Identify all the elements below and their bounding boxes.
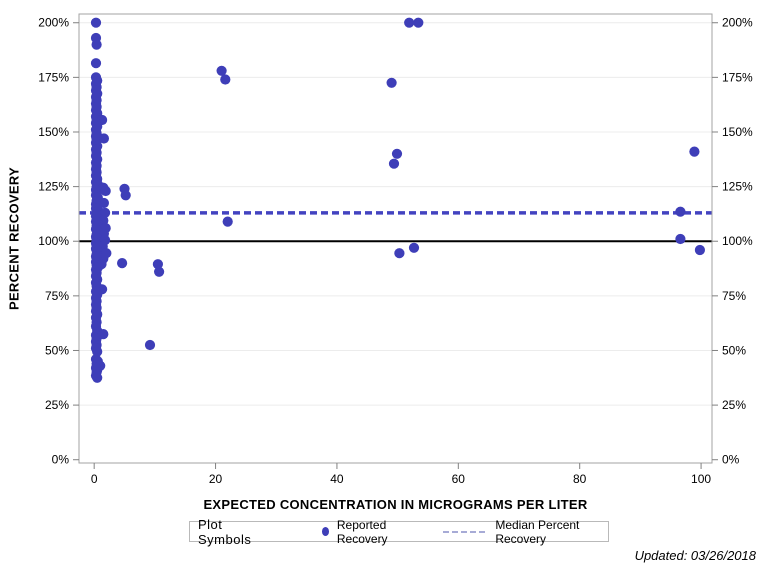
y-tick-label-right: 125%: [722, 180, 753, 194]
data-point: [675, 233, 686, 245]
x-tick-label: 0: [91, 472, 98, 486]
data-point: [413, 17, 424, 28]
x-tick-label: 100: [691, 472, 711, 486]
y-tick-label-left: 150%: [38, 125, 69, 139]
data-point: [154, 266, 165, 277]
x-tick-label: 20: [209, 472, 223, 486]
data-point: [404, 17, 415, 28]
median-dashed-line-icon: [442, 530, 486, 533]
data-point: [220, 74, 231, 85]
data-point: [144, 339, 156, 351]
y-tick-label-right: 50%: [722, 343, 746, 357]
y-tick-label-left: 75%: [45, 289, 69, 303]
data-point: [90, 58, 102, 69]
legend-label-median-recovery: Median Percent Recovery: [495, 517, 580, 546]
legend-title: Plot Symbols: [198, 516, 252, 547]
data-point: [694, 244, 706, 256]
y-tick-label-right: 150%: [722, 125, 753, 139]
y-tick-label-left: 200%: [38, 16, 69, 30]
data-point: [92, 372, 103, 383]
y-tick-label-right: 75%: [722, 289, 746, 303]
data-point: [216, 65, 227, 76]
y-tick-label-left: 0%: [52, 453, 70, 467]
data-point: [152, 259, 163, 270]
y-tick-label-right: 100%: [722, 234, 753, 248]
y-tick-label-right: 200%: [722, 16, 753, 30]
data-point: [120, 190, 131, 201]
data-point: [391, 148, 403, 159]
y-axis-title: PERCENT RECOVERY: [6, 167, 22, 311]
y-tick-label-right: 175%: [722, 70, 753, 84]
data-point: [689, 146, 700, 157]
y-tick-label-left: 25%: [45, 398, 69, 412]
reported-recovery-dot-icon: [321, 527, 329, 536]
legend-label-reported-recovery: Reported Recovery: [336, 517, 388, 546]
y-tick-label-left: 50%: [45, 343, 69, 357]
y-tick-label-left: 175%: [38, 70, 69, 84]
data-point: [100, 207, 111, 218]
legend-item-reported-recovery: Reported Recovery: [321, 517, 421, 546]
y-tick-label-left: 125%: [38, 180, 69, 194]
y-tick-label-right: 25%: [722, 398, 746, 412]
data-point: [117, 258, 128, 269]
data-point: [408, 242, 420, 253]
y-tick-label-left: 100%: [38, 234, 69, 248]
x-axis-title: EXPECTED CONCENTRATION IN MICROGRAMS PER…: [203, 497, 588, 512]
data-point: [386, 77, 397, 88]
data-point: [675, 206, 686, 217]
data-point: [394, 248, 405, 259]
x-tick-label: 60: [452, 472, 466, 486]
legend-item-median-recovery: Median Percent Recovery: [442, 517, 608, 546]
data-point: [91, 39, 102, 50]
updated-date: Updated: 03/26/2018: [634, 548, 756, 563]
data-point: [222, 216, 233, 227]
data-point: [92, 346, 103, 357]
data-point: [100, 185, 111, 197]
data-point: [388, 158, 400, 169]
y-tick-label-right: 0%: [722, 453, 740, 467]
x-tick-label: 40: [330, 472, 344, 486]
data-point: [90, 17, 102, 28]
legend: Plot Symbols Reported Recovery Median Pe…: [189, 517, 609, 547]
plot-frame: [78, 13, 713, 464]
x-tick-label: 80: [573, 472, 587, 486]
